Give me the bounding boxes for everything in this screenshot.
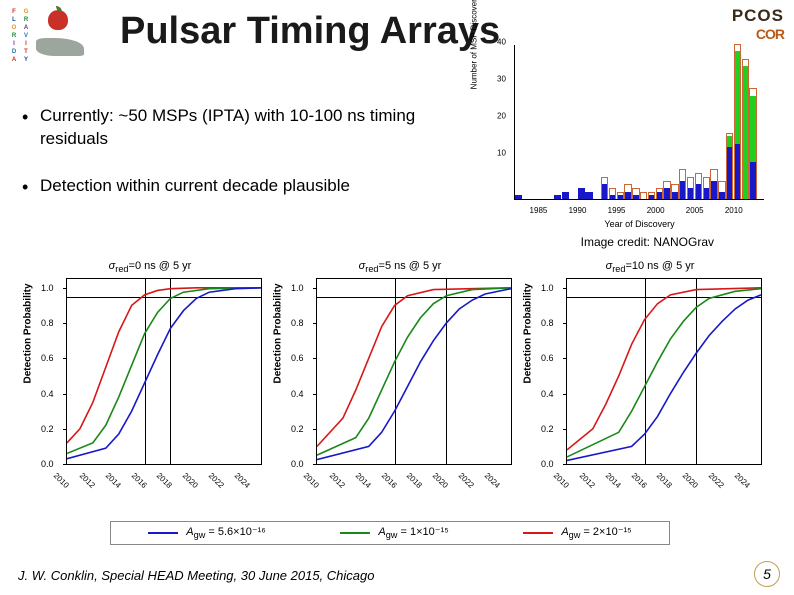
bullet-list: Currently: ~50 MSPs (IPTA) with 10-100 n…	[18, 105, 438, 222]
panel-title: σred=5 ns @ 5 yr	[280, 260, 520, 274]
panel-title: σred=10 ns @ 5 yr	[530, 260, 770, 274]
msp-discovery-chart: Number of MSP Discoveries Year of Discov…	[482, 40, 772, 230]
page-number: 5	[754, 561, 780, 587]
detection-panel: σred=0 ns @ 5 yrDetection Probability0.0…	[30, 260, 270, 495]
legend-item: Agw = 1×10⁻¹⁵	[340, 525, 448, 540]
image-credit: Image credit: NANOGrav	[581, 235, 714, 249]
pcos-text: PCOS	[732, 6, 784, 26]
legend-item: Agw = 5.6×10⁻¹⁶	[148, 525, 266, 540]
discovery-chart-ylabel: Number of MSP Discoveries	[470, 0, 479, 89]
panel-ylabel: Detection Probability	[523, 283, 534, 383]
bullet-item: Detection within current decade plausibl…	[18, 175, 438, 198]
detection-panel: σred=5 ns @ 5 yrDetection Probability0.0…	[280, 260, 520, 495]
legend-item: Agw = 2×10⁻¹⁵	[523, 525, 631, 540]
legend: Agw = 5.6×10⁻¹⁶ Agw = 1×10⁻¹⁵ Agw = 2×10⁻¹…	[110, 521, 670, 545]
discovery-chart-xlabel: Year of Discovery	[515, 219, 764, 229]
panel-ylabel: Detection Probability	[23, 283, 34, 383]
pcos-cor-logo: PCOS COR	[732, 6, 784, 42]
detection-panel: σred=10 ns @ 5 yrDetection Probability0.…	[530, 260, 770, 495]
florida-gravity-logo: FGLROARVIIDTAY	[8, 8, 108, 63]
panel-title: σred=0 ns @ 5 yr	[30, 260, 270, 274]
slide-title: Pulsar Timing Arrays	[120, 10, 500, 53]
bullet-item: Currently: ~50 MSPs (IPTA) with 10-100 n…	[18, 105, 438, 151]
detection-probability-panels: σred=0 ns @ 5 yrDetection Probability0.0…	[30, 260, 770, 495]
footer-text: J. W. Conklin, Special HEAD Meeting, 30 …	[18, 568, 374, 583]
panel-ylabel: Detection Probability	[273, 283, 284, 383]
